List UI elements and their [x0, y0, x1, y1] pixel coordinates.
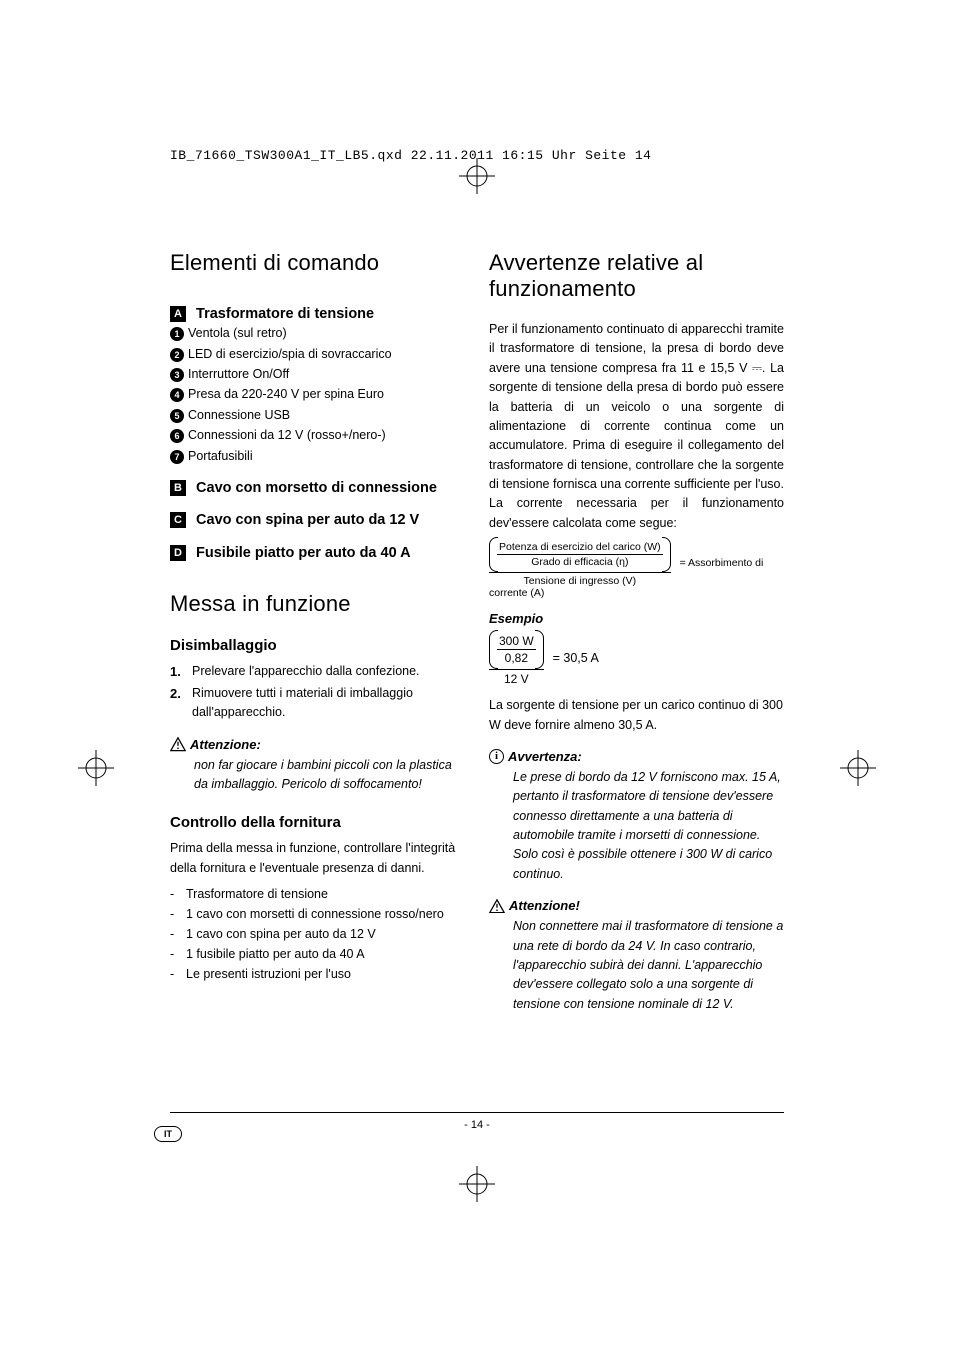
example-denom: 12 V — [489, 669, 544, 686]
step-number: 1. — [170, 662, 186, 682]
supply-intro: Prima della messa in funzione, controlla… — [170, 839, 465, 878]
item-text: Connessione USB — [188, 408, 290, 422]
list-item: -1 cavo con spina per auto da 12 V — [170, 924, 465, 944]
number-badge: 4 — [170, 388, 184, 402]
example-bot: 0,82 — [497, 650, 536, 665]
number-badge: 2 — [170, 348, 184, 362]
warning-icon — [170, 737, 186, 751]
section-b-label: Cavo con morsetto di connessione — [196, 480, 437, 496]
list-item: -1 cavo con morsetti di connessione ross… — [170, 904, 465, 924]
warning-label-2: Attenzione! — [509, 898, 580, 913]
page-content: Elementi di comando A Trasformatore di t… — [170, 250, 784, 1014]
language-badge: IT — [154, 1126, 182, 1142]
subheading-supply-check: Controllo della fornitura — [170, 814, 465, 831]
list-item: -1 fusibile piatto per auto da 40 A — [170, 944, 465, 964]
warning-icon — [489, 899, 505, 913]
item-text: 1 cavo con morsetti di connessione rosso… — [186, 904, 444, 924]
step-number: 2. — [170, 684, 186, 723]
notice-heading: i Avvertenza: — [489, 749, 784, 764]
step-text: Prelevare l'apparecchio dalla confezione… — [192, 662, 420, 682]
item-text: Portafusibili — [188, 449, 253, 463]
item-text: LED di esercizio/spia di sovraccarico — [188, 347, 392, 361]
step-row: 2.Rimuovere tutti i materiali di imballa… — [170, 684, 465, 723]
step-row: 1. Prelevare l'apparecchio dalla confezio… — [170, 662, 465, 682]
list-item: 3 Interruttore On/Off — [170, 365, 465, 384]
example-top: 300 W — [497, 634, 536, 650]
item-text: Interruttore On/Off — [188, 367, 289, 381]
warning-heading: Attenzione: — [170, 737, 465, 752]
warning-heading-2: Attenzione! — [489, 898, 784, 913]
number-badge: 3 — [170, 368, 184, 382]
supply-list: -Trasformatore di tensione -1 cavo con m… — [170, 884, 465, 984]
example-rhs: = 30,5 A — [553, 651, 599, 665]
list-item: 2 LED di esercizio/spia di sovraccarico — [170, 345, 465, 364]
number-badge: 1 — [170, 327, 184, 341]
section-a-title: A Trasformatore di tensione — [170, 304, 465, 324]
page-number: - 14 - — [464, 1119, 490, 1131]
item-text: Le presenti istruzioni per l'uso — [186, 964, 351, 984]
list-item: -Trasformatore di tensione — [170, 884, 465, 904]
item-text: Connessioni da 12 V (rosso+/nero-) — [188, 428, 386, 442]
example-heading: Esempio — [489, 611, 784, 626]
notice-label: Avvertenza: — [508, 749, 582, 764]
section-b-title: B Cavo con morsetto di connessione — [170, 478, 465, 498]
notice-body: Le prese di bordo da 12 V forniscono max… — [489, 768, 784, 884]
list-item: 6 Connessioni da 12 V (rosso+/nero-) — [170, 426, 465, 445]
section-d-title: D Fusibile piatto per auto da 40 A — [170, 543, 465, 563]
subheading-unpacking: Disimballaggio — [170, 637, 465, 654]
warning-label: Attenzione: — [190, 737, 261, 752]
number-badge: 5 — [170, 409, 184, 423]
warning-body-2: Non connettere mai il trasformatore di t… — [489, 917, 784, 1014]
item-text: Trasformatore di tensione — [186, 884, 328, 904]
item-text: 1 fusibile piatto per auto da 40 A — [186, 944, 365, 964]
intro-text: Per il funzionamento continuato di appar… — [489, 320, 784, 533]
print-header: IB_71660_TSW300A1_IT_LB5.qxd 22.11.2011 … — [170, 148, 651, 163]
heading-startup: Messa in funzione — [170, 591, 465, 617]
letter-badge-a: A — [170, 306, 186, 322]
section-c-label: Cavo con spina per auto da 12 V — [196, 512, 419, 528]
formula-numerator-bot: Grado di efficacia (η) — [497, 555, 663, 568]
list-item: 7 Portafusibili — [170, 447, 465, 466]
formula-general: Potenza di esercizio del carico (W) Grad… — [489, 539, 784, 599]
section-a-label: Trasformatore di tensione — [196, 306, 374, 322]
info-icon: i — [489, 749, 504, 764]
registration-mark-icon — [459, 158, 495, 194]
letter-badge-b: B — [170, 480, 186, 496]
heading-elements: Elementi di comando — [170, 250, 465, 276]
section-c-title: C Cavo con spina per auto da 12 V — [170, 510, 465, 530]
item-text: Presa da 220-240 V per spina Euro — [188, 387, 384, 401]
formula-example: 300 W 0,82 12 V = 30,5 A — [489, 632, 784, 686]
section-d-label: Fusibile piatto per auto da 40 A — [196, 545, 411, 561]
left-column: Elementi di comando A Trasformatore di t… — [170, 250, 465, 1014]
step-text: Rimuovere tutti i materiali di imballagg… — [192, 684, 465, 723]
example-body: La sorgente di tensione per un carico co… — [489, 696, 784, 735]
list-item: 5 Connessione USB — [170, 406, 465, 425]
heading-notes: Avvertenze relative al funzionamento — [489, 250, 784, 302]
number-badge: 7 — [170, 450, 184, 464]
item-text: Ventola (sul retro) — [188, 326, 287, 340]
registration-mark-icon — [78, 750, 114, 786]
right-column: Avvertenze relative al funzionamento Per… — [489, 250, 784, 1014]
list-item: -Le presenti istruzioni per l'uso — [170, 964, 465, 984]
formula-numerator-top: Potenza di esercizio del carico (W) — [497, 541, 663, 555]
item-text: 1 cavo con spina per auto da 12 V — [186, 924, 376, 944]
formula-denominator: Tensione di ingresso (V) — [489, 572, 671, 587]
letter-badge-c: C — [170, 512, 186, 528]
number-badge: 6 — [170, 429, 184, 443]
list-item: 1 Ventola (sul retro) — [170, 324, 465, 343]
page-footer: - 14 - — [170, 1112, 784, 1131]
list-item: 4 Presa da 220-240 V per spina Euro — [170, 385, 465, 404]
letter-badge-d: D — [170, 545, 186, 561]
warning-body: non far giocare i bambini piccoli con la… — [170, 756, 465, 795]
registration-mark-icon — [840, 750, 876, 786]
registration-mark-icon — [459, 1166, 495, 1202]
